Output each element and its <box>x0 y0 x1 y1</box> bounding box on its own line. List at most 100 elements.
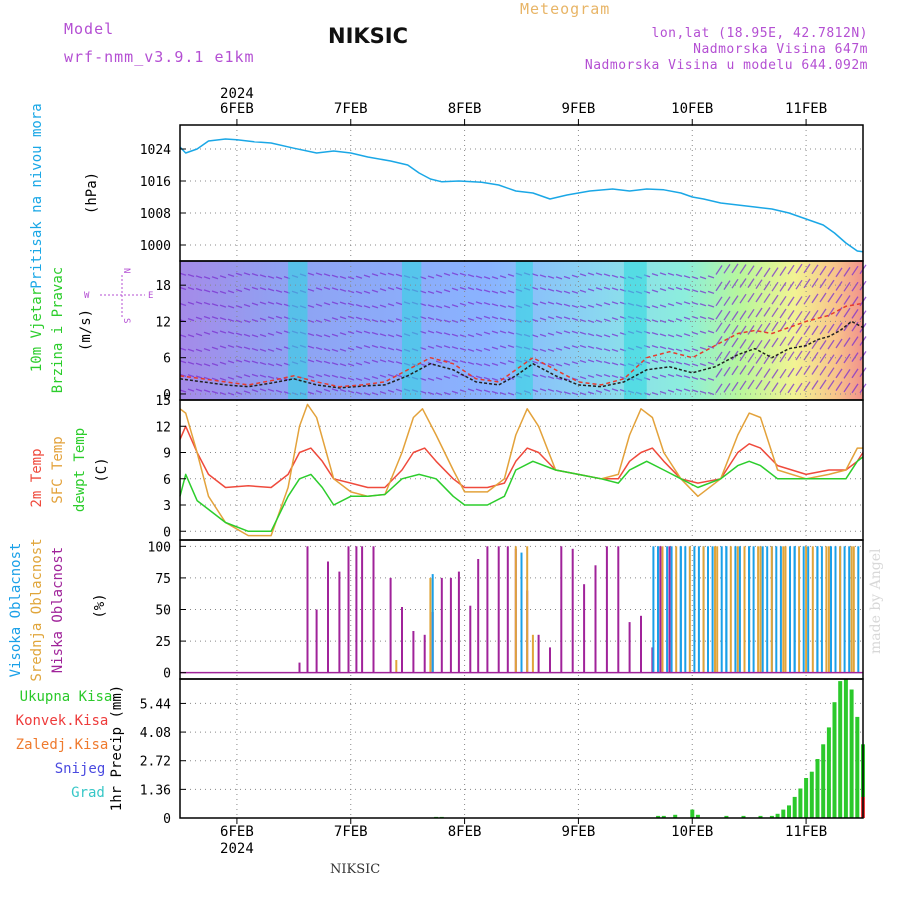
ytick-label-pressure-0: 1000 <box>140 239 171 254</box>
cloud-dense-bar <box>816 546 819 673</box>
cloud-dense-bar <box>684 546 687 673</box>
cloud-dense-bar <box>848 546 851 673</box>
ytick-label-temperature-3: 9 <box>163 447 171 462</box>
cloud-dense-bar <box>752 546 755 673</box>
cloud-dense-bar <box>657 546 659 673</box>
ytick-label-precip-1: 1.36 <box>140 783 171 798</box>
cloud-bar-srednja-oblacnost-3 <box>526 546 529 673</box>
cloud-dense-bar <box>738 546 741 673</box>
cloud-dense-bar <box>798 546 801 673</box>
cloud-bar-niska-oblacnost-17 <box>469 605 472 673</box>
ytick-label-precip-4: 5.44 <box>140 697 171 712</box>
panel-frame-precip <box>179 678 864 819</box>
precip-bar-ukupna-kisa-23 <box>843 679 848 818</box>
label-temp-sfc: SFC Temp <box>50 436 66 503</box>
unit-precip: 1hr Precip (mm) <box>109 685 125 811</box>
elevation-label: Nadmorska Visina 647m <box>693 42 868 57</box>
cloud-dense-bar <box>725 546 728 673</box>
cloud-bar-niska-oblacnost-3 <box>327 561 329 673</box>
cloud-bar-srednja-oblacnost-9 <box>805 546 808 673</box>
cloud-dense-bar <box>802 546 805 673</box>
cloud-bar-visoka-oblacnost-1 <box>520 552 523 673</box>
cloud-bar-niska-oblacnost-28 <box>583 584 586 673</box>
wind-band-1 <box>401 261 422 400</box>
xtick-bottom-1: 7FEB <box>334 824 368 840</box>
xtick-top-3: 9FEB <box>562 101 596 117</box>
ytick-label-precip-2: 2.72 <box>140 755 171 770</box>
precip-bar-ukupna-kisa-10 <box>769 815 774 818</box>
cloud-bar-srednja-oblacnost-4 <box>531 634 534 673</box>
ytick-label-cloud-4: 100 <box>148 540 171 555</box>
label-precip-1: Konvek.Kisa <box>16 713 109 729</box>
ytick-label-pressure-3: 1024 <box>140 143 171 158</box>
cloud-dense-bar <box>775 546 778 673</box>
cloud-bar-niska-oblacnost-10 <box>401 607 403 673</box>
cloud-bar-niska-oblacnost-31 <box>617 546 620 673</box>
xtick-bottom-2: 8FEB <box>448 824 482 840</box>
cloud-dense-bar <box>807 546 810 673</box>
model-name: wrf-nmm_v3.9.1 e1km <box>64 48 255 66</box>
cloud-dense-bar <box>716 546 719 673</box>
cloud-dense-bar <box>839 546 842 673</box>
label-cloud-high: Visoka Oblacnost <box>8 543 24 678</box>
wind-line-gust <box>179 302 864 388</box>
precip-bar-ukupna-kisa-2 <box>656 815 661 818</box>
cloud-bar-niska-oblacnost-8 <box>372 546 375 673</box>
cloud-bar-niska-oblacnost-9 <box>389 577 392 673</box>
cloud-bar-srednja-oblacnost-10 <box>827 546 830 673</box>
cloud-dense-bar <box>830 546 832 673</box>
precip-bar-ukupna-kisa-24 <box>849 689 854 818</box>
page-title: NIKSIC <box>328 24 409 48</box>
label-cloud-low: Niska Oblacnost <box>50 547 66 673</box>
cloud-dense-bar <box>761 546 764 673</box>
ytick-label-cloud-1: 25 <box>155 635 171 650</box>
cloud-dense-bar <box>770 546 773 673</box>
temperature-line-2m-temp <box>179 425 864 489</box>
xtick-top-0: 6FEB <box>220 101 254 117</box>
cloud-bar-visoka-oblacnost-0 <box>431 574 434 673</box>
ytick-label-wind-3: 18 <box>155 279 171 294</box>
cloud-dense-bar <box>743 546 746 673</box>
label-precip-2: Zaledj.Kisa <box>16 737 109 753</box>
ytick-label-temperature-0: 0 <box>163 525 171 540</box>
xtick-top-4: 10FEB <box>671 101 713 117</box>
cloud-dense-bar <box>702 546 705 673</box>
ytick-label-wind-1: 6 <box>163 352 171 367</box>
cloud-dense-bar <box>679 546 682 673</box>
precip-bar-ukupna-kisa-21 <box>832 702 837 818</box>
label-pressure: Pritisak na nivou mora <box>29 103 45 288</box>
pressure-line-pritisak-na-nivou-mora <box>179 138 864 253</box>
model-label: Model <box>64 20 115 38</box>
model-elevation-label: Nadmorska Visina u modelu 644.092m <box>584 58 868 73</box>
cloud-dense-bar <box>834 546 837 673</box>
cloud-bar-niska-oblacnost-19 <box>486 546 489 673</box>
cloud-dense-bar <box>779 546 782 673</box>
cloud-dense-bar <box>857 546 860 673</box>
label-temp-dew: dewpt Temp <box>72 428 88 512</box>
unit-temp: (C) <box>94 457 110 482</box>
cloud-bar-srednja-oblacnost-8 <box>782 546 785 673</box>
cloud-bar-niska-oblacnost-30 <box>605 546 608 673</box>
watermark: made by Angel <box>868 548 884 655</box>
lonlat-label: lon,lat (18.95E, 42.7812N) <box>651 26 868 41</box>
cloud-bar-niska-oblacnost-12 <box>423 634 426 673</box>
cloud-dense-bar <box>811 546 814 673</box>
cloud-dense-bar <box>825 546 828 673</box>
cloud-dense-bar <box>852 546 855 673</box>
precip-bar-ukupna-kisa-18 <box>815 759 820 818</box>
cloud-bar-niska-oblacnost-25 <box>549 647 551 673</box>
precip-bar-ukupna-kisa-17 <box>809 771 814 818</box>
xaxis-top-year: 2024 <box>220 86 254 102</box>
cloud-dense-bar <box>784 546 787 673</box>
xtick-top-2: 8FEB <box>448 101 482 117</box>
wind-band-0 <box>288 261 308 400</box>
precip-bar-ukupna-kisa-13 <box>787 805 791 818</box>
cloud-dense-bar <box>652 546 655 673</box>
label-wind-2: Brzina i Pravac <box>50 267 66 393</box>
compass-e: E <box>148 291 153 301</box>
wind-line-10m-vjetar <box>179 320 864 389</box>
cloud-dense-bar <box>666 546 669 673</box>
compass-n: N <box>121 268 131 273</box>
compass-rose-icon <box>100 275 145 318</box>
precip-bar-ukupna-kisa-5 <box>690 809 695 818</box>
